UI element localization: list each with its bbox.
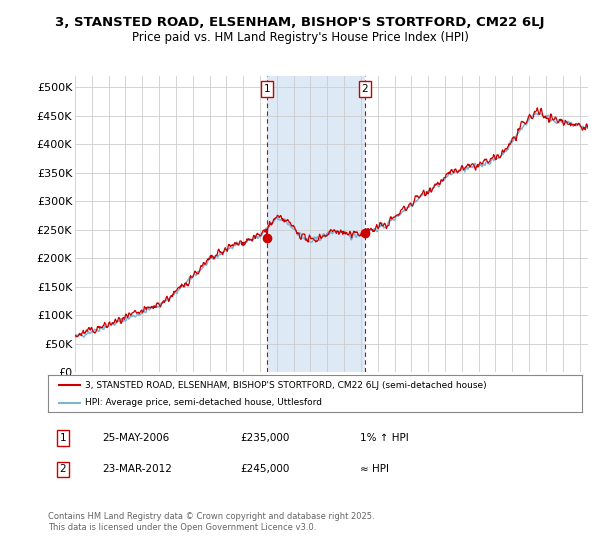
Text: £245,000: £245,000 (240, 464, 289, 474)
Text: 1: 1 (59, 433, 67, 443)
Text: Contains HM Land Registry data © Crown copyright and database right 2025.
This d: Contains HM Land Registry data © Crown c… (48, 512, 374, 532)
Text: 2: 2 (361, 84, 368, 94)
Text: 25-MAY-2006: 25-MAY-2006 (102, 433, 169, 443)
Text: 3, STANSTED ROAD, ELSENHAM, BISHOP'S STORTFORD, CM22 6LJ: 3, STANSTED ROAD, ELSENHAM, BISHOP'S STO… (55, 16, 545, 29)
Text: 23-MAR-2012: 23-MAR-2012 (102, 464, 172, 474)
Text: 2: 2 (59, 464, 67, 474)
Text: ≈ HPI: ≈ HPI (360, 464, 389, 474)
Text: £235,000: £235,000 (240, 433, 289, 443)
Text: 1% ↑ HPI: 1% ↑ HPI (360, 433, 409, 443)
Text: Price paid vs. HM Land Registry's House Price Index (HPI): Price paid vs. HM Land Registry's House … (131, 31, 469, 44)
Bar (267, 76, 365, 372)
Text: 1: 1 (263, 84, 270, 94)
Text: 3, STANSTED ROAD, ELSENHAM, BISHOP'S STORTFORD, CM22 6LJ (semi-detached house): 3, STANSTED ROAD, ELSENHAM, BISHOP'S STO… (85, 381, 487, 390)
Text: HPI: Average price, semi-detached house, Uttlesford: HPI: Average price, semi-detached house,… (85, 398, 322, 407)
